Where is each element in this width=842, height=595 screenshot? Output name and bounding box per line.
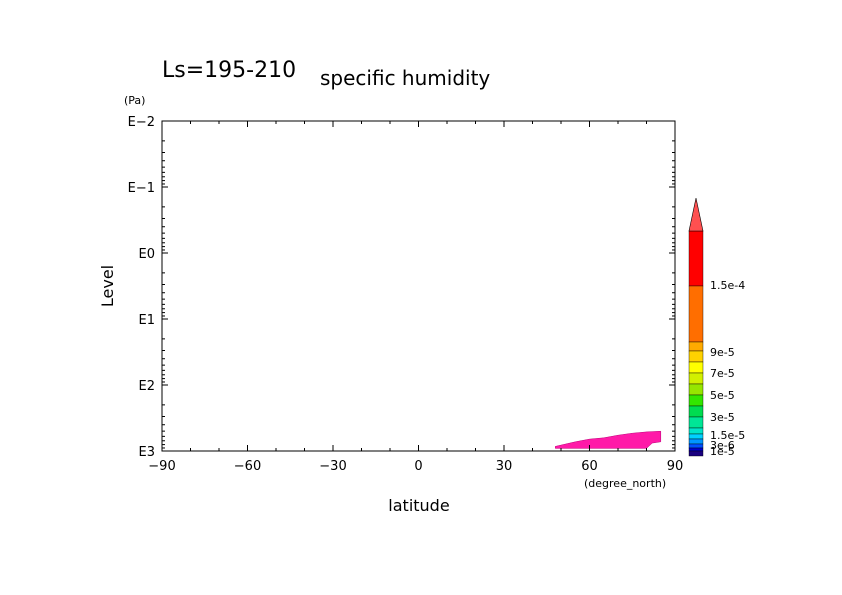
y-tick-label: E3 xyxy=(139,445,156,460)
x-tick-label: −60 xyxy=(234,459,261,474)
colorbar-band xyxy=(688,361,704,374)
colorbar-label: 9e-5 xyxy=(710,346,735,359)
y-axis: E−2 E−1 E0 E1 E2 E3 xyxy=(128,115,675,460)
colorbar-label: 3e-5 xyxy=(710,411,735,424)
colorbar-band xyxy=(688,285,704,343)
chart-title: Ls=195-210 xyxy=(162,58,296,83)
filled-contour-layer xyxy=(555,430,662,449)
colorbar-band xyxy=(688,427,704,435)
x-tick-label: −30 xyxy=(319,459,346,474)
colorbar-band xyxy=(688,341,704,352)
x-axis: −90 −60 −30 0 30 60 90 xyxy=(148,121,683,474)
colorbar-band xyxy=(688,450,704,457)
colorbar-band xyxy=(688,394,704,407)
colorbar-band xyxy=(688,433,704,440)
chart-subtitle: specific humidity xyxy=(320,66,490,90)
x-axis-label: latitude xyxy=(388,496,449,515)
colorbar-band xyxy=(688,405,704,418)
x-tick-label: 60 xyxy=(581,459,598,474)
x-tick-label: −90 xyxy=(148,459,175,474)
colorbar-extend-arrow xyxy=(688,197,704,232)
colorbar-label: 1.5e-5 xyxy=(710,429,745,442)
y-axis-label: Level xyxy=(98,265,117,307)
x-tick-label: 90 xyxy=(667,459,684,474)
x-tick-label: 30 xyxy=(496,459,513,474)
plot-frame xyxy=(161,120,676,452)
colorbar-label: 5e-5 xyxy=(710,389,735,402)
x-unit-label: (degree_north) xyxy=(584,477,666,490)
colorbar-band xyxy=(688,416,704,429)
colorbar-band xyxy=(688,443,704,449)
colorbar-band xyxy=(688,372,704,385)
colorbar: 1.5e-4 9e-5 7e-5 5e-5 3e-5 1.5e-53e-61e-5 xyxy=(688,197,745,458)
colorbar-label: 3e-6 xyxy=(710,439,735,452)
colorbar-band xyxy=(688,438,704,445)
colorbar-label: 1e-5 xyxy=(710,445,735,458)
y-tick-label: E1 xyxy=(139,313,156,328)
y-unit-label: (Pa) xyxy=(124,94,145,107)
colorbar-band xyxy=(688,230,704,287)
y-tick-label: E2 xyxy=(139,379,156,394)
y-tick-label: E−1 xyxy=(128,181,155,196)
colorbar-label: 7e-5 xyxy=(710,367,735,380)
y-tick-label: E0 xyxy=(139,247,156,262)
humidity-contour-fill xyxy=(555,430,662,449)
colorbar-band xyxy=(688,383,704,396)
colorbar-band xyxy=(688,350,704,363)
colorbar-band xyxy=(688,447,704,452)
y-tick-label: E−2 xyxy=(128,115,155,130)
x-tick-label: 0 xyxy=(414,459,422,474)
colorbar-label: 1.5e-4 xyxy=(710,279,745,292)
